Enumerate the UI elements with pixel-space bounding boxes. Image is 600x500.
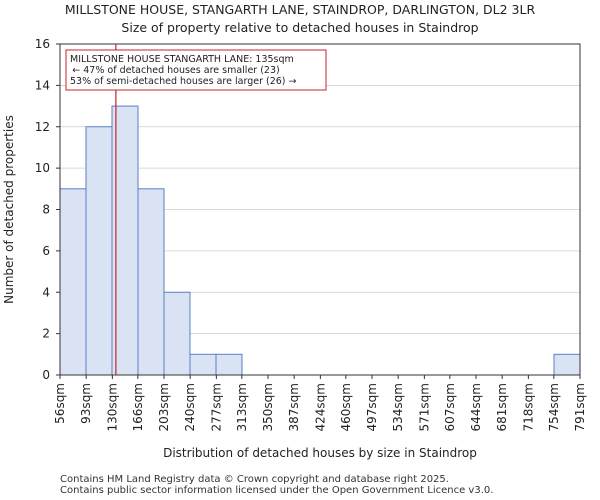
x-tick-label: 313sqm — [235, 383, 249, 431]
footer-licence: Contains public sector information licen… — [60, 485, 494, 496]
y-tick-label: 0 — [42, 368, 50, 382]
x-tick-label: 607sqm — [443, 383, 457, 431]
x-tick-label: 571sqm — [417, 383, 431, 431]
y-axis-label: Number of detached properties — [2, 115, 16, 304]
histogram-bar — [553, 353, 581, 376]
x-tick-label: 277sqm — [209, 383, 223, 431]
x-tick-label: 644sqm — [469, 383, 483, 431]
y-tick-label: 4 — [42, 285, 50, 299]
y-tick-label: 10 — [35, 161, 50, 175]
annotation-line: MILLSTONE HOUSE STANGARTH LANE: 135sqm — [70, 54, 294, 65]
x-tick-label: 56sqm — [53, 383, 67, 424]
chart-subtitle: Size of property relative to detached ho… — [121, 20, 479, 35]
annotation-box — [65, 49, 327, 91]
x-tick-label: 497sqm — [365, 383, 379, 431]
histogram-bar — [137, 188, 165, 376]
histogram-bar — [189, 353, 217, 376]
y-tick-label: 14 — [35, 78, 50, 92]
x-tick-label: 240sqm — [183, 383, 197, 431]
x-tick-label: 534sqm — [391, 383, 405, 431]
x-tick-label: 93sqm — [79, 383, 93, 424]
histogram-bar — [215, 353, 243, 376]
x-tick-label: 718sqm — [521, 383, 535, 431]
x-tick-label: 754sqm — [547, 383, 561, 431]
y-tick-label: 6 — [42, 244, 50, 258]
y-tick-label: 16 — [35, 37, 50, 51]
annotation-line: 53% of semi-detached houses are larger (… — [70, 76, 297, 87]
x-axis-label: Distribution of detached houses by size … — [163, 446, 477, 460]
x-tick-label: 460sqm — [339, 383, 353, 431]
histogram-bar — [85, 126, 113, 376]
histogram-bar — [163, 291, 191, 376]
x-tick-label: 424sqm — [313, 383, 327, 431]
x-tick-label: 203sqm — [157, 383, 171, 431]
annotation-line: ← 47% of detached houses are smaller (23… — [72, 65, 279, 76]
x-tick-label: 387sqm — [287, 383, 301, 431]
y-tick-label: 8 — [42, 203, 50, 217]
x-tick-label: 166sqm — [131, 383, 145, 431]
x-tick-label: 130sqm — [105, 383, 119, 431]
footer-copyright: Contains HM Land Registry data © Crown c… — [60, 474, 449, 485]
x-tick-label: 681sqm — [495, 383, 509, 431]
x-tick-label: 791sqm — [573, 383, 587, 431]
y-tick-label: 12 — [35, 120, 50, 134]
x-tick-label: 350sqm — [261, 383, 275, 431]
histogram-bar — [59, 188, 87, 376]
chart-title: MILLSTONE HOUSE, STANGARTH LANE, STAINDR… — [64, 2, 536, 17]
y-tick-label: 2 — [42, 327, 50, 341]
